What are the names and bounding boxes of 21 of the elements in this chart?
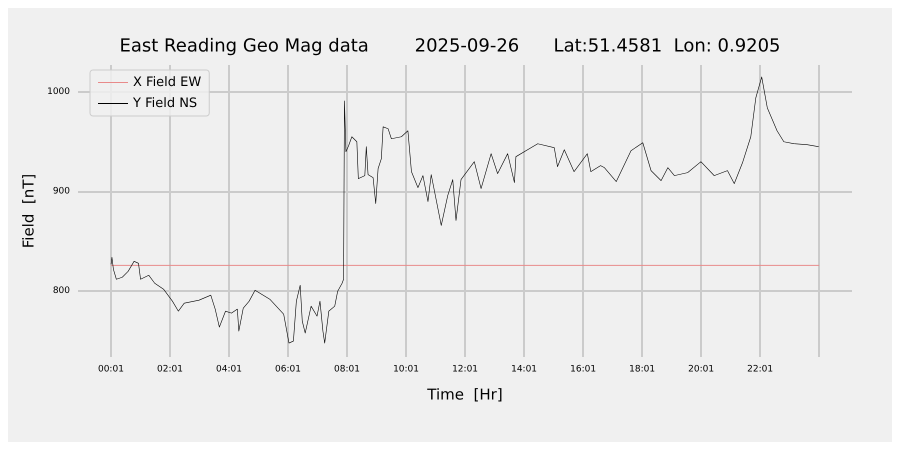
y-axis-title: Field [nT] (20, 174, 38, 248)
x-tick-label: 08:01 (334, 364, 360, 374)
x-tick-label: 02:01 (157, 364, 183, 374)
x-tick-label: 20:01 (688, 364, 714, 374)
y-tick-label: 1000 (47, 86, 70, 97)
x-tick-label: 00:01 (98, 364, 124, 374)
legend-label: X Field EW (133, 75, 202, 90)
y-tick-label: 900 (52, 186, 70, 197)
x-tick-label: 18:01 (629, 364, 656, 374)
x-axis-title: Time [Hr] (426, 386, 503, 404)
x-tick-label: 22:01 (747, 364, 774, 374)
legend-label: Y Field NS (132, 96, 198, 111)
chart-title: East Reading Geo Mag data 2025-09-26 Lat:51.4581 Lon: 0.9205 (119, 36, 781, 56)
x-tick-label: 12:01 (452, 364, 478, 374)
x-tick-label: 14:01 (511, 364, 538, 374)
x-tick-label: 06:01 (275, 364, 301, 374)
x-tick-label: 04:01 (216, 364, 242, 374)
line-series (110, 76, 819, 344)
x-tick-label: 16:01 (570, 364, 596, 374)
y-tick-label: 800 (52, 286, 70, 296)
x-tick-label: 10:01 (393, 364, 420, 374)
